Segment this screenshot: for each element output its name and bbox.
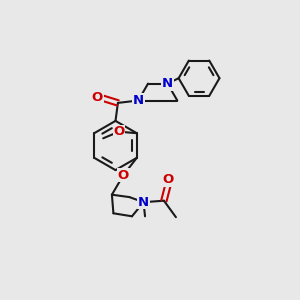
Text: O: O: [163, 173, 174, 186]
Text: O: O: [118, 169, 129, 182]
Text: N: N: [162, 77, 173, 90]
Text: N: N: [133, 94, 144, 107]
Text: O: O: [92, 91, 103, 104]
Text: O: O: [113, 125, 124, 138]
Text: N: N: [138, 196, 149, 209]
